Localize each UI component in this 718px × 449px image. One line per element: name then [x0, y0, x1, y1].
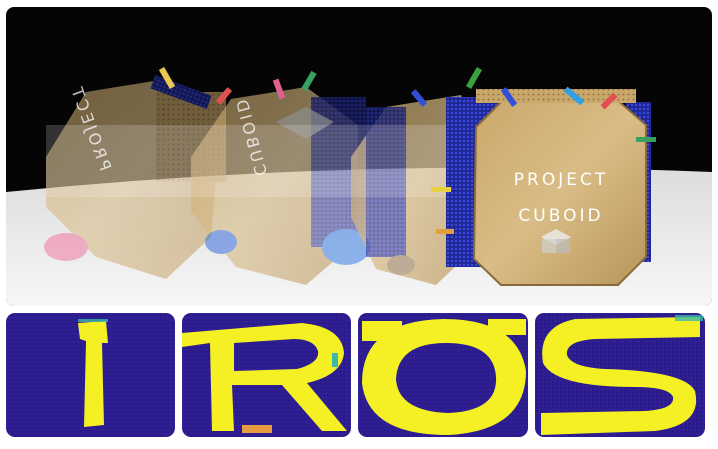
letter-grid-s [535, 313, 705, 437]
ghost-cube-3 [351, 95, 476, 285]
ghost-cube-2 [191, 87, 370, 285]
letter-panel-i [6, 313, 175, 437]
robot-photo: PROJECT CUBOID PROJECT CUBOID [6, 7, 712, 306]
letter-glyph-s [541, 317, 700, 435]
letter-panel-r [182, 313, 351, 437]
robot-photo-illustration: PROJECT CUBOID PROJECT CUBOID [6, 66, 712, 306]
handles [158, 66, 656, 234]
letter-panel-s [535, 313, 705, 437]
letter-panel-o [358, 313, 528, 437]
letter-glyph-o [362, 319, 526, 435]
photo-title-line1: PROJECT [514, 170, 608, 190]
photo-title-line2: CUBOID [518, 206, 603, 226]
letter-glyph-r [182, 323, 347, 431]
letter-glyph-i [78, 321, 108, 427]
main-cube: PROJECT CUBOID [446, 89, 651, 286]
letter-grid-i [6, 313, 175, 437]
letter-grid-o [358, 313, 528, 437]
letter-grid-r [182, 313, 351, 437]
